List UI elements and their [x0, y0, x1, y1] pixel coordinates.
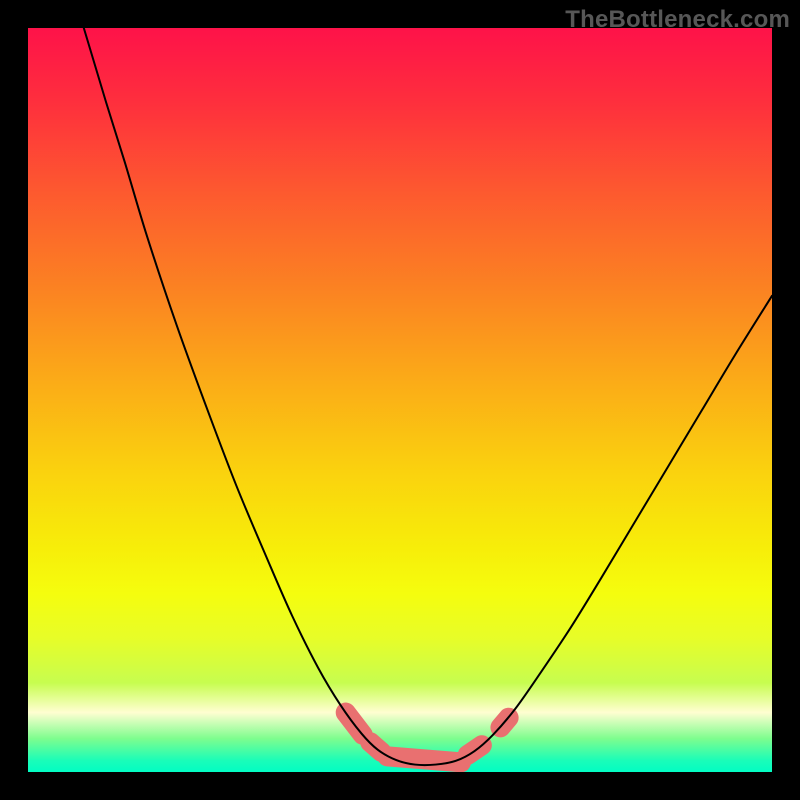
- plot-background: [28, 28, 772, 772]
- watermark-text: TheBottleneck.com: [565, 6, 790, 34]
- chart-svg: [0, 0, 800, 800]
- bottleneck-chart: [0, 0, 800, 800]
